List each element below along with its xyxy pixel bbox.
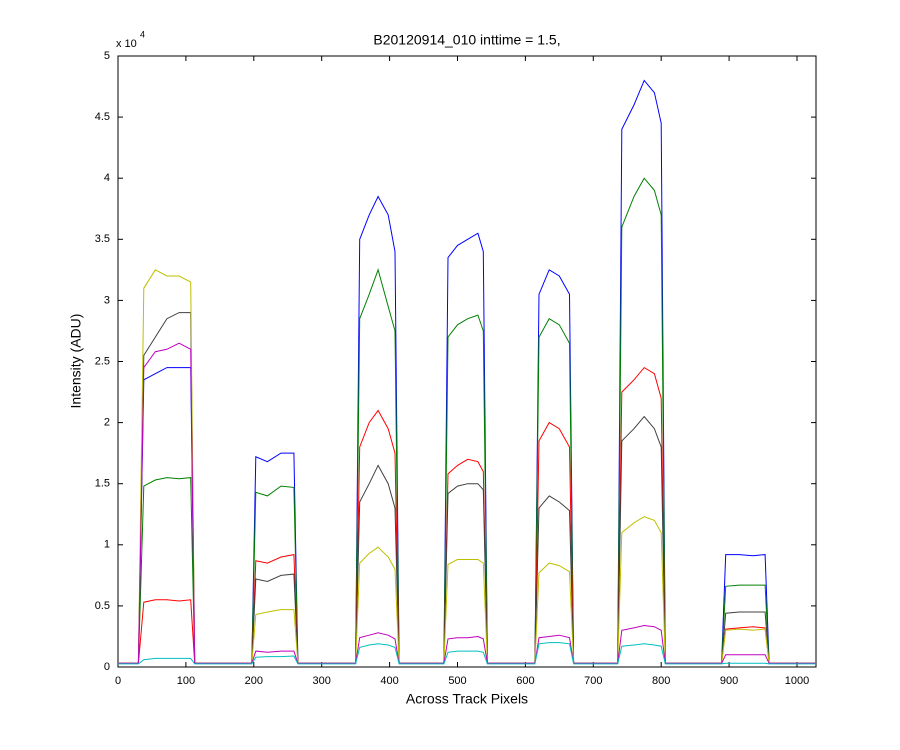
x-tick-label: 0 xyxy=(115,675,121,687)
y-tick-label: 1.5 xyxy=(95,478,110,490)
x-tick-label: 200 xyxy=(245,675,263,687)
y-tick-label: 2 xyxy=(104,417,110,429)
data-line xyxy=(118,642,816,665)
y-tick-label: 1 xyxy=(104,539,110,551)
y-multiplier-exponent: 4 xyxy=(140,29,145,39)
data-line xyxy=(118,342,816,664)
y-tick-label: 5 xyxy=(104,50,110,62)
x-axis-label: Across Track Pixels xyxy=(406,691,528,707)
x-tick-label: 300 xyxy=(313,675,331,687)
chart-title: B20120914_010 inttime = 1.5, xyxy=(373,32,560,48)
y-tick-label: 3.5 xyxy=(95,233,110,245)
x-tick-label: 700 xyxy=(584,675,602,687)
y-tick-label: 2.5 xyxy=(95,355,110,367)
y-tick-label: 4 xyxy=(104,172,110,184)
y-multiplier: x 10 xyxy=(116,38,137,50)
x-tick-label: 600 xyxy=(516,675,534,687)
x-tick-label: 500 xyxy=(448,675,466,687)
x-tick-label: 400 xyxy=(380,675,398,687)
x-tick-label: 800 xyxy=(652,675,670,687)
y-tick-label: 0 xyxy=(104,661,110,673)
y-tick-label: 0.5 xyxy=(95,600,110,612)
y-axis-label: Intensity (ADU) xyxy=(68,314,84,409)
x-tick-label: 900 xyxy=(720,675,738,687)
x-tick-label: 1000 xyxy=(785,675,809,687)
x-tick-label: 100 xyxy=(177,675,195,687)
y-tick-label: 3 xyxy=(104,294,110,306)
y-tick-label: 4.5 xyxy=(95,111,110,123)
